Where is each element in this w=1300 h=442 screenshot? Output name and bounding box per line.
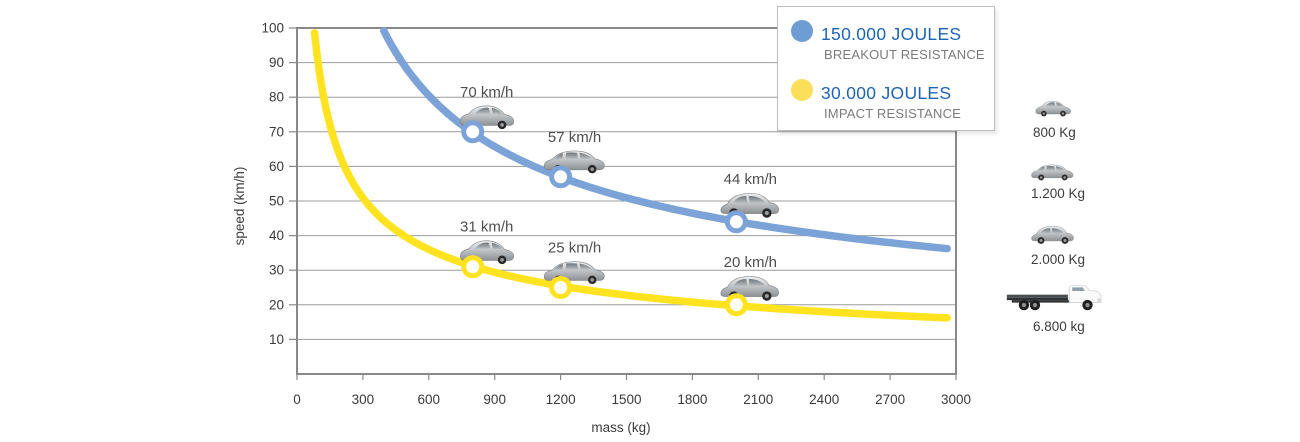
data-point-markers bbox=[461, 120, 748, 317]
svg-text:2100: 2100 bbox=[743, 392, 773, 407]
svg-text:10: 10 bbox=[269, 332, 284, 347]
hatchback-car-icon bbox=[1031, 164, 1074, 181]
svg-text:60: 60 bbox=[269, 159, 284, 174]
speed-point-label: 31 km/h bbox=[460, 219, 513, 236]
svg-text:1200: 1200 bbox=[546, 392, 576, 407]
series-30000-joules-subtitle: IMPACT RESISTANCE bbox=[824, 106, 962, 121]
data-point-marker bbox=[461, 120, 485, 144]
vehicle-mass-label: 800 Kg bbox=[1033, 125, 1076, 140]
svg-text:20: 20 bbox=[269, 297, 284, 312]
svg-text:1500: 1500 bbox=[611, 392, 641, 407]
vehicle-annotations: 70 km/h 57 km/h 44 km/h 31 km/h 25 km/h 20 km… bbox=[460, 84, 779, 302]
vehicle-mass-label: 2.000 Kg bbox=[1031, 252, 1086, 267]
svg-text:600: 600 bbox=[418, 392, 441, 407]
speed-point-label: 44 km/h bbox=[724, 171, 777, 188]
svg-text:3000: 3000 bbox=[941, 392, 971, 407]
svg-text:2700: 2700 bbox=[875, 392, 905, 407]
svg-text:100: 100 bbox=[261, 21, 284, 36]
data-point-marker bbox=[461, 255, 485, 279]
speed-point-label: 25 km/h bbox=[548, 240, 601, 257]
flatbed-truck-icon bbox=[1006, 285, 1102, 311]
svg-text:30: 30 bbox=[269, 263, 284, 278]
data-point-marker bbox=[724, 210, 748, 234]
svg-text:0: 0 bbox=[293, 392, 301, 407]
svg-text:2400: 2400 bbox=[809, 392, 839, 407]
speed-point-label: 70 km/h bbox=[460, 84, 513, 101]
vehicle-mass-label: 1.200 Kg bbox=[1031, 186, 1086, 201]
series-150000-joules-label: 150.000 JOULES bbox=[821, 24, 962, 44]
data-point-marker bbox=[724, 293, 748, 317]
city-car-icon bbox=[1035, 100, 1071, 117]
series-30000-joules-dot bbox=[791, 79, 813, 101]
svg-text:70: 70 bbox=[269, 124, 284, 139]
suv-icon bbox=[1031, 226, 1074, 245]
svg-text:300: 300 bbox=[352, 392, 375, 407]
x-axis-title: mass (kg) bbox=[591, 420, 650, 435]
svg-text:900: 900 bbox=[483, 392, 506, 407]
data-point-marker bbox=[549, 276, 573, 299]
speed-point-label: 20 km/h bbox=[724, 254, 777, 271]
svg-text:90: 90 bbox=[269, 55, 284, 70]
y-axis-title: speed (km/h) bbox=[232, 167, 247, 246]
speed-point-label: 57 km/h bbox=[548, 129, 601, 146]
series-150000-joules-dot bbox=[791, 20, 813, 42]
svg-text:40: 40 bbox=[269, 228, 284, 243]
svg-text:1800: 1800 bbox=[677, 392, 707, 407]
vehicle-mass-label: 6.800 kg bbox=[1033, 319, 1085, 334]
data-point-marker bbox=[549, 165, 573, 189]
svg-text:50: 50 bbox=[269, 194, 284, 209]
series-150000-joules-subtitle: BREAKOUT RESISTANCE bbox=[824, 47, 985, 62]
legend: 150.000 JOULES BREAKOUT RESISTANCE 30.00… bbox=[777, 6, 995, 131]
series-30000-joules-label: 30.000 JOULES bbox=[821, 83, 952, 103]
svg-text:80: 80 bbox=[269, 90, 284, 105]
energy-curve bbox=[380, 26, 951, 253]
